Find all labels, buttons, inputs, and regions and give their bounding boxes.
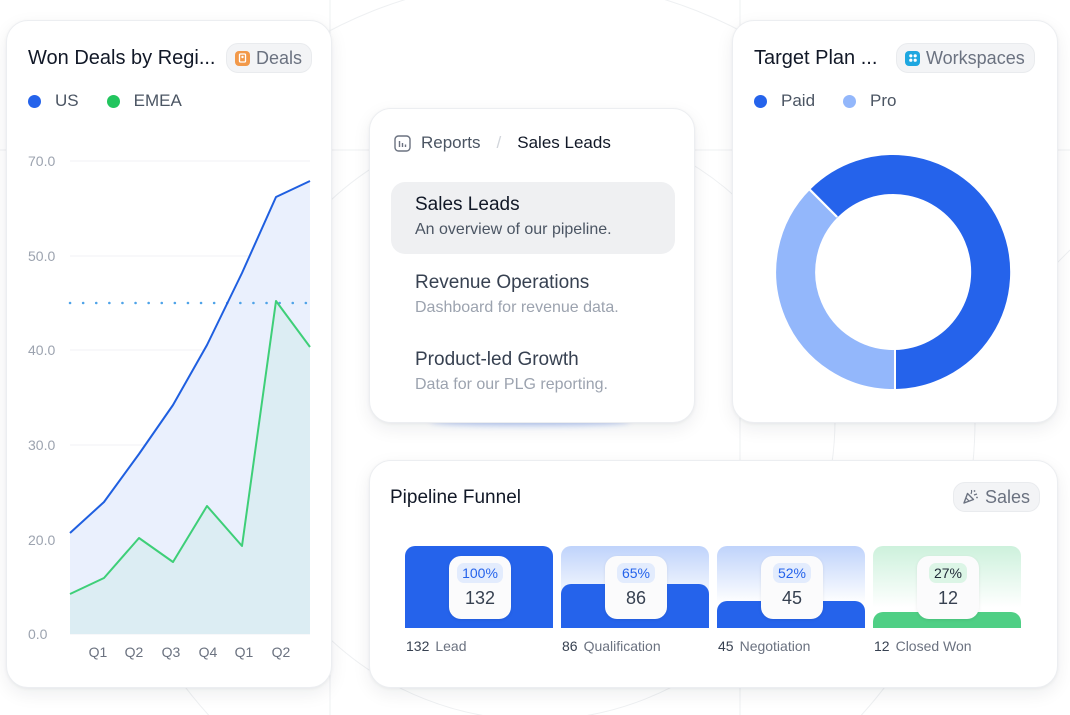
funnel-label-name: Qualification: [583, 638, 661, 654]
legend-item-paid[interactable]: Paid: [754, 91, 815, 111]
legend-dot-emea: [106, 94, 120, 108]
y-tick: 40.0: [28, 342, 56, 358]
workspaces-icon: [905, 50, 920, 66]
pipeline-funnel-title: Pipeline Funnel: [390, 487, 521, 508]
menu-item-description: An overview of our pipeline.: [415, 221, 612, 238]
x-tick: Q3: [161, 644, 181, 660]
legend-item-emea[interactable]: EMEA: [106, 91, 182, 111]
menu-item-title: Product-led Growth: [415, 349, 579, 370]
legend-dot-paid: [754, 94, 767, 108]
legend-dot-pro: [843, 94, 857, 108]
legend-dot-us: [28, 94, 41, 108]
menu-item-description: Data for our PLG reporting.: [415, 376, 608, 393]
won-deals-area-chart: [68, 160, 312, 635]
menu-item-product-led-growth[interactable]: Product-led Growth Data for our PLG repo…: [391, 337, 675, 409]
legend-label-us: US: [55, 91, 79, 110]
target-plan-title: Target Plan ...: [754, 47, 878, 69]
y-tick: 20.0: [28, 532, 56, 548]
us-line: [69, 180, 311, 534]
funnel-label-lead: 132 Lead: [406, 638, 467, 654]
y-tick: 30.0: [28, 437, 56, 453]
deals-icon: [235, 50, 250, 66]
legend-item-pro[interactable]: Pro: [843, 91, 897, 111]
x-tick: Q2: [271, 644, 291, 660]
funnel-label-closed-won: 12 Closed Won: [874, 638, 972, 654]
funnel-label-name: Lead: [435, 638, 467, 654]
target-plan-legend: Paid Pro: [754, 91, 911, 111]
breadcrumb-current: Sales Leads: [517, 133, 611, 152]
breadcrumb: Reports / Sales Leads: [394, 133, 611, 153]
x-tick: Q4: [198, 644, 218, 660]
funnel-count: 132: [464, 588, 496, 608]
funnel-count: 45: [781, 588, 803, 608]
funnel-label-name: Closed Won: [895, 638, 972, 654]
legend-label-emea: EMEA: [133, 91, 182, 110]
y-tick: 50.0: [28, 248, 56, 264]
funnel-value-box: 100% 132: [449, 556, 511, 619]
x-tick: Q2: [124, 644, 144, 660]
target-plan-donut-chart: [776, 155, 1011, 392]
menu-item-title: Sales Leads: [415, 194, 520, 215]
workspaces-badge[interactable]: Workspaces: [896, 43, 1035, 73]
funnel-percent: 65%: [616, 563, 656, 583]
funnel-label-negotiation: 45 Negotiation: [718, 638, 810, 654]
funnel-bar-lead[interactable]: 100% 132: [405, 546, 553, 628]
emea-line: [69, 300, 311, 595]
breadcrumb-card: Reports / Sales Leads Sales Leads An ove…: [369, 108, 695, 423]
funnel-bar-qualification[interactable]: 65% 86: [561, 546, 709, 628]
sales-badge[interactable]: Sales: [953, 482, 1041, 512]
funnel-bar-negotiation[interactable]: 52% 45: [717, 546, 865, 628]
legend-item-us[interactable]: US: [28, 91, 79, 111]
donut-slice-paid: [810, 155, 1011, 389]
party-popper-icon: [962, 489, 979, 505]
won-deals-title: Won Deals by Regi...: [28, 47, 216, 69]
funnel-label-name: Negotiation: [739, 638, 811, 654]
funnel-count: 86: [625, 588, 647, 608]
menu-item-title: Revenue Operations: [415, 272, 590, 293]
menu-item-revenue-operations[interactable]: Revenue Operations Dashboard for revenue…: [391, 260, 675, 332]
funnel-label-count: 45: [718, 638, 734, 654]
funnel-label-count: 12: [874, 638, 890, 654]
y-tick: 70.0: [28, 153, 56, 169]
x-tick: Q1: [234, 644, 254, 660]
breadcrumb-reports-link[interactable]: Reports: [421, 133, 481, 152]
funnel-percent: 27%: [928, 563, 968, 583]
funnel-percent: 52%: [772, 563, 812, 583]
legend-label-paid: Paid: [781, 91, 816, 110]
funnel-value-box: 52% 45: [761, 556, 823, 619]
funnel-bar-closed-won[interactable]: 27% 12: [873, 546, 1021, 628]
won-deals-legend: US EMEA: [28, 91, 196, 111]
bar-chart-icon: [394, 134, 411, 152]
funnel-fill: [873, 612, 1021, 628]
funnel-value-box: 65% 86: [605, 556, 667, 619]
sales-badge-label: Sales: [985, 486, 1031, 507]
x-tick: Q1: [88, 644, 108, 660]
menu-item-sales-leads[interactable]: Sales Leads An overview of our pipeline.: [391, 182, 675, 254]
donut-slice-pro: [776, 188, 896, 390]
workspaces-badge-label: Workspaces: [926, 47, 1025, 68]
deals-badge-label: Deals: [256, 47, 303, 68]
deals-badge[interactable]: Deals: [226, 43, 313, 73]
emea-area: [70, 301, 310, 634]
menu-item-description: Dashboard for revenue data.: [415, 299, 619, 316]
funnel-label-qualification: 86 Qualification: [562, 638, 661, 654]
funnel-label-count: 132: [406, 638, 430, 654]
funnel-value-box: 27% 12: [917, 556, 979, 619]
breadcrumb-separator: /: [496, 133, 502, 152]
funnel-percent: 100%: [457, 563, 503, 583]
legend-label-pro: Pro: [870, 91, 897, 110]
y-tick: 0.0: [28, 626, 48, 642]
funnel-count: 12: [937, 588, 959, 608]
funnel-label-count: 86: [562, 638, 578, 654]
